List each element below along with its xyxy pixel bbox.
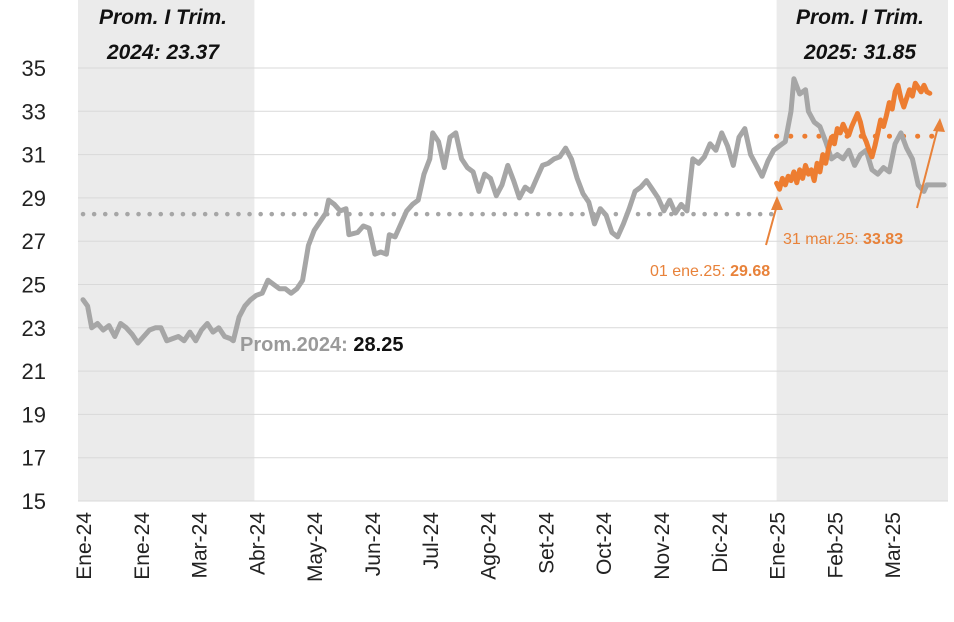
shade-label-2025-line2: 2025: 31.85 (803, 41, 916, 64)
shaded-periods (78, 0, 948, 501)
y-tick-label: 19 (22, 402, 46, 427)
x-tick-label: Jun-24 (362, 512, 385, 577)
x-tick-label: Ago-24 (478, 512, 501, 580)
y-tick-label: 29 (22, 186, 46, 211)
y-tick-label: 23 (22, 316, 46, 341)
annotation-arrow-end (916, 118, 945, 209)
x-tick-label: Jul-24 (420, 512, 443, 570)
annotation-start: 01 ene.25: 29.68 (650, 263, 770, 280)
y-tick-label: 33 (22, 99, 46, 124)
y-axis-ticks: 15 17 19 21 23 25 27 29 31 33 35 (22, 56, 46, 514)
annotation-end-text: 31 mar.25: (783, 231, 863, 248)
series-line-1 (774, 80, 933, 192)
shade-label-2024-line1: Prom. I Trim. (99, 6, 227, 29)
y-tick-label: 31 (22, 143, 46, 168)
x-axis-ticks: Ene-24 Ene-24 Mar-24 Abr-24 May-24 Jun-24 Jul-… (73, 512, 905, 582)
x-tick-label: Dic-24 (709, 512, 732, 573)
x-tick-label: Abr-24 (246, 512, 269, 575)
avg-2024-label-text: Prom.2024: (240, 334, 353, 356)
y-tick-label: 35 (22, 56, 46, 81)
x-tick-label: Ene-24 (73, 512, 96, 580)
annotation-start-text: 01 ene.25: (650, 263, 730, 280)
x-tick-label: Mar-25 (882, 512, 905, 579)
y-tick-label: 15 (22, 489, 46, 514)
avg-2024-label: Prom.2024: 28.25 (240, 334, 403, 356)
annotation-end-value: 33.83 (863, 231, 903, 248)
x-tick-label: May-24 (304, 512, 327, 582)
x-tick-label: Ene-24 (131, 512, 154, 580)
x-tick-label: Feb-25 (824, 512, 847, 579)
y-tick-label: 17 (22, 446, 46, 471)
x-tick-label: Ene-25 (767, 512, 790, 580)
series-line-0 (80, 76, 947, 346)
shaded-period-1 (776, 0, 948, 501)
x-tick-label: Mar-24 (189, 512, 212, 579)
annotation-start-value: 29.68 (730, 263, 770, 280)
y-tick-label: 21 (22, 359, 46, 384)
avg-2024-label-value: 28.25 (353, 334, 403, 356)
shade-label-2025-line1: Prom. I Trim. (796, 6, 924, 29)
shade-label-2024-line2: 2024: 23.37 (106, 41, 220, 64)
series-lines (80, 76, 947, 346)
annotation-arrow-start (765, 196, 783, 246)
x-tick-label: Nov-24 (651, 512, 674, 580)
y-tick-label: 27 (22, 229, 46, 254)
shaded-period-0 (78, 0, 255, 501)
x-tick-label: Oct-24 (593, 512, 616, 575)
gridlines (78, 67, 948, 502)
y-tick-label: 25 (22, 273, 46, 298)
annotation-end: 31 mar.25: 33.83 (783, 231, 903, 248)
x-tick-label: Set-24 (535, 512, 558, 574)
average-lines (80, 133, 945, 217)
